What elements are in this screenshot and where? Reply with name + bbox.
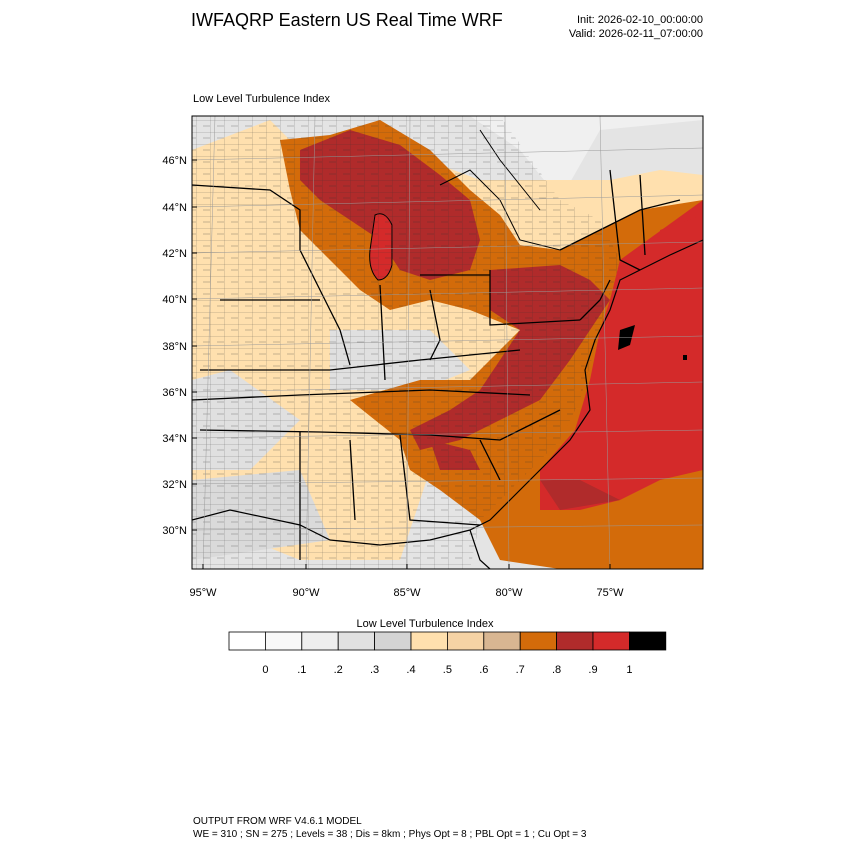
colorbar-label: .7 [516, 664, 525, 676]
lat-ticks [192, 159, 611, 569]
colorbar-swatch [592, 631, 630, 651]
map-field [192, 116, 703, 569]
colorbar: 0 .1 .2 .3 .4 .5 .6 .7 .8 .9 1 [228, 631, 667, 676]
model-version: OUTPUT FROM WRF V4.6.1 MODEL [193, 816, 362, 827]
colorbar-label: .6 [479, 664, 488, 676]
colorbar-swatch [374, 631, 412, 651]
model-config: WE = 310 ; SN = 275 ; Levels = 38 ; Dis … [193, 829, 587, 840]
lat-label: 46°N [162, 155, 187, 167]
lat-label: 42°N [162, 248, 187, 260]
colorbar-label: .5 [443, 664, 452, 676]
lon-label: 90°W [292, 587, 320, 599]
lat-label: 44°N [162, 202, 187, 214]
lon-label: 75°W [596, 587, 624, 599]
colorbar-swatch [629, 631, 667, 651]
colorbar-swatch [446, 631, 485, 651]
colorbar-swatch [228, 631, 266, 651]
graticule [192, 116, 703, 569]
county-lines [192, 116, 620, 569]
field-title: Low Level Turbulence Index [193, 93, 330, 105]
lat-labels: 46°N 44°N 42°N 40°N 38°N 36°N 34°N 32°N … [162, 155, 187, 537]
colorbar-label: .3 [370, 664, 379, 676]
core-atlantic [540, 200, 703, 510]
colorbar-label: .2 [334, 664, 343, 676]
lat-label: 30°N [162, 525, 187, 537]
lon-label: 95°W [189, 587, 217, 599]
colorbar-swatch [410, 631, 448, 651]
colorbar-swatch [264, 631, 303, 651]
model-info: OUTPUT FROM WRF V4.6.1 MODEL WE = 310 ; … [193, 815, 586, 841]
lat-label: 36°N [162, 387, 187, 399]
lat-label: 40°N [162, 294, 187, 306]
lon-label: 80°W [495, 587, 523, 599]
colorbar-swatch [337, 631, 376, 651]
colorbar-swatch [483, 631, 521, 651]
colorbar-label: .4 [406, 664, 415, 676]
time-info: Init: 2026-02-10_00:00:00 Valid: 2026-02… [569, 13, 703, 41]
colorbar-label: .1 [297, 664, 306, 676]
colorbar-label: .9 [588, 664, 597, 676]
map-frame [191, 115, 704, 570]
colorbar-label: 0 [262, 664, 268, 676]
colorbar-swatch [519, 631, 558, 651]
coastline [192, 239, 703, 546]
lon-label: 85°W [393, 587, 421, 599]
lat-label: 32°N [162, 479, 187, 491]
valid-time: Valid: 2026-02-11_07:00:00 [568, 28, 703, 40]
colorbar-title: Low Level Turbulence Index [356, 618, 494, 630]
init-time: Init: 2026-02-10_00:00:00 [577, 14, 703, 26]
plot-title: IWFAQRP Eastern US Real Time WRF [191, 10, 503, 30]
state-boundaries [192, 169, 681, 560]
colorbar-label: .8 [552, 664, 561, 676]
lon-labels: 95°W 90°W 85°W 80°W 75°W [189, 587, 624, 599]
colorbar-label: 1 [626, 664, 632, 676]
colorbar-swatch [556, 631, 594, 651]
lat-label: 38°N [162, 341, 187, 353]
lat-label: 34°N [162, 433, 187, 445]
colorbar-swatch [301, 631, 339, 651]
